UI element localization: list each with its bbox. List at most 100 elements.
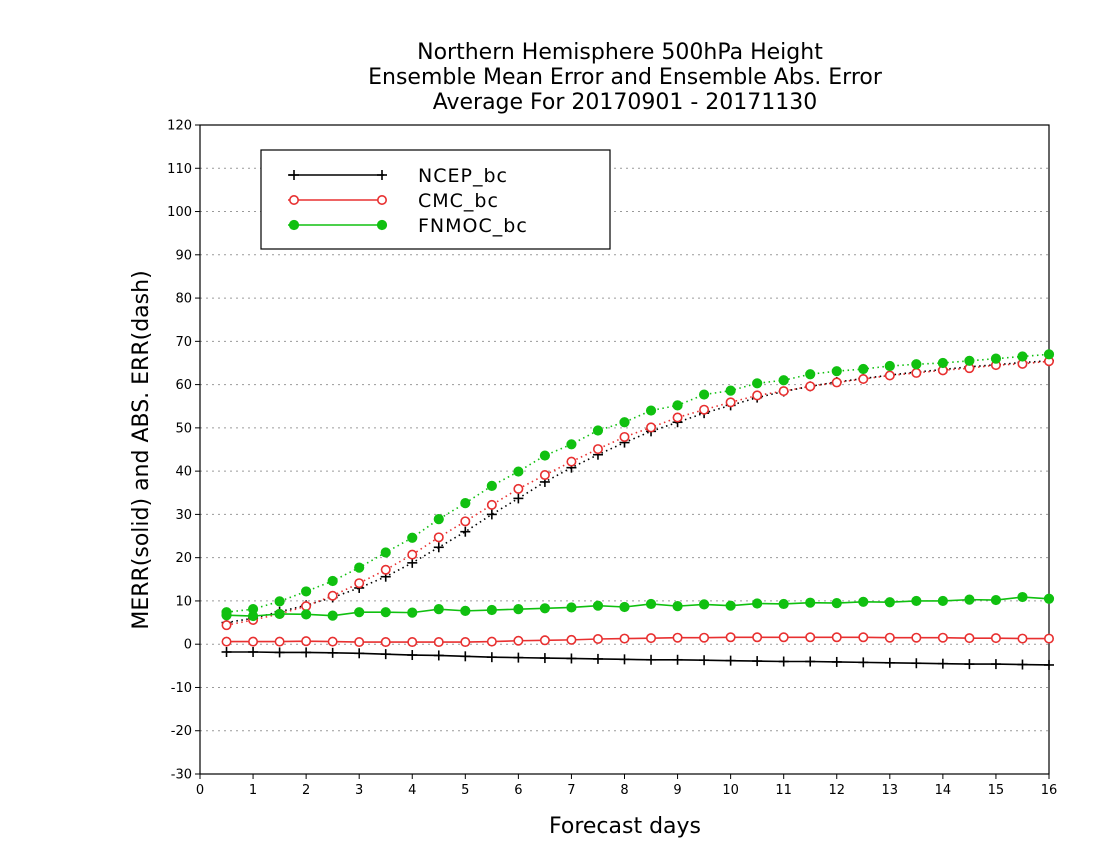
x-tick-label: 5 (461, 783, 469, 798)
point-cmc-bc-merr (407, 637, 418, 648)
y-tick-label: 30 (175, 508, 192, 523)
point-ncep-bc-merr (884, 657, 895, 668)
point-cmc-bc-merr (778, 632, 789, 643)
point-fnmoc-bc-abs-err (725, 385, 736, 396)
y-tick-label: -30 (171, 768, 192, 783)
point-fnmoc-bc-merr (778, 598, 789, 610)
point-cmc-bc-merr (672, 632, 683, 643)
y-tick-label: 60 (175, 378, 192, 393)
y-tick-label: 120 (167, 119, 192, 134)
point-ncep-bc-merr (990, 659, 1001, 670)
point-cmc-bc-merr (354, 637, 365, 648)
point-cmc-bc-abs-err (831, 377, 842, 388)
point-cmc-bc-abs-err (354, 578, 365, 589)
point-ncep-bc-merr (248, 646, 259, 657)
point-fnmoc-bc-merr (460, 605, 471, 616)
point-ncep-bc-merr (486, 652, 497, 663)
point-cmc-bc-merr (433, 637, 444, 648)
point-cmc-bc-abs-err (407, 549, 418, 560)
x-tick-label: 16 (1041, 783, 1058, 798)
point-fnmoc-bc-abs-err (380, 547, 391, 558)
series-ncep-bc-abs-err-line (226, 360, 1050, 624)
point-fnmoc-bc-abs-err (858, 363, 869, 375)
point-fnmoc-bc-merr (486, 604, 497, 616)
point-ncep-bc-merr (752, 656, 763, 667)
point-fnmoc-bc-merr (274, 608, 285, 620)
point-cmc-bc-merr (327, 636, 338, 647)
point-fnmoc-bc-merr (645, 598, 657, 610)
point-fnmoc-bc-merr (407, 607, 418, 618)
point-cmc-bc-merr (911, 632, 922, 643)
point-ncep-bc-merr (566, 653, 577, 664)
point-ncep-bc-merr (380, 649, 391, 660)
legend-marker-fnmoc-bc-start (288, 219, 300, 231)
point-fnmoc-bc-merr (911, 595, 922, 607)
point-cmc-bc-abs-err (699, 404, 710, 415)
point-fnmoc-bc-merr (513, 604, 524, 615)
point-cmc-bc-abs-err (911, 367, 922, 378)
point-fnmoc-bc-abs-err (407, 532, 418, 543)
point-ncep-bc-merr (327, 647, 338, 658)
point-cmc-bc-merr (539, 635, 550, 646)
x-tick-label: 8 (620, 783, 628, 798)
point-fnmoc-bc-merr (964, 594, 975, 605)
point-ncep-bc-merr (619, 654, 630, 665)
point-fnmoc-bc-abs-err (274, 596, 285, 607)
y-tick-label: 50 (175, 421, 192, 436)
point-cmc-bc-merr (884, 632, 895, 643)
y-tick-label: -10 (171, 681, 192, 696)
point-cmc-bc-abs-err (380, 564, 391, 575)
point-fnmoc-bc-abs-err (327, 575, 338, 587)
x-tick-label: 0 (196, 783, 204, 798)
point-fnmoc-bc-abs-err (911, 359, 922, 370)
chart-title: Northern Hemisphere 500hPa Height Ensemb… (368, 40, 883, 115)
point-fnmoc-bc-merr (937, 595, 948, 607)
y-tick-label: 80 (175, 292, 192, 307)
x-tick-label: 4 (408, 783, 416, 798)
point-cmc-bc-merr (380, 637, 391, 648)
point-fnmoc-bc-abs-err (566, 439, 577, 450)
point-ncep-bc-merr (592, 653, 603, 664)
point-fnmoc-bc-merr (990, 594, 1002, 606)
series-ncep-bc-merr-line (226, 651, 1050, 666)
point-fnmoc-bc-abs-err (990, 353, 1002, 364)
point-fnmoc-bc-merr (672, 601, 683, 612)
legend-label-fnmoc-bc: FNMOC_bc (418, 215, 528, 237)
point-fnmoc-bc-abs-err (805, 369, 816, 380)
series-cmc-bc-merr-line (226, 636, 1049, 643)
point-cmc-bc-abs-err (513, 483, 524, 494)
x-tick-label: 15 (988, 783, 1005, 798)
point-fnmoc-bc-abs-err (513, 466, 524, 477)
point-ncep-bc-merr (1044, 659, 1054, 670)
y-tick-label: 40 (175, 465, 192, 480)
point-ncep-bc-abs-err (513, 493, 524, 504)
x-tick-label: 9 (673, 783, 681, 798)
point-cmc-bc-merr (805, 632, 816, 643)
point-ncep-bc-merr (672, 654, 683, 665)
point-ncep-bc-merr (274, 647, 285, 658)
point-fnmoc-bc-merr (566, 602, 577, 613)
point-ncep-bc-merr (937, 658, 948, 669)
point-cmc-bc-abs-err (566, 456, 577, 467)
point-cmc-bc-merr (248, 636, 259, 647)
point-ncep-bc-abs-err (460, 526, 471, 537)
point-ncep-bc-merr (858, 657, 869, 668)
point-fnmoc-bc-abs-err (619, 417, 630, 428)
point-fnmoc-bc-abs-err (884, 360, 895, 372)
point-cmc-bc-merr (646, 633, 657, 644)
point-fnmoc-bc-abs-err (964, 355, 975, 366)
x-tick-label: 3 (355, 783, 363, 798)
point-fnmoc-bc-abs-err (433, 514, 444, 525)
point-cmc-bc-merr (592, 634, 603, 645)
point-cmc-bc-merr (1017, 633, 1028, 644)
point-fnmoc-bc-abs-err (539, 450, 551, 461)
point-fnmoc-bc-merr (354, 607, 365, 618)
point-cmc-bc-merr (990, 633, 1001, 644)
point-cmc-bc-abs-err (672, 412, 683, 423)
point-fnmoc-bc-merr (831, 597, 842, 609)
point-cmc-bc-merr (513, 635, 524, 646)
x-tick-label: 6 (514, 783, 522, 798)
point-cmc-bc-abs-err (752, 390, 763, 401)
y-tick-label: 70 (175, 335, 192, 350)
